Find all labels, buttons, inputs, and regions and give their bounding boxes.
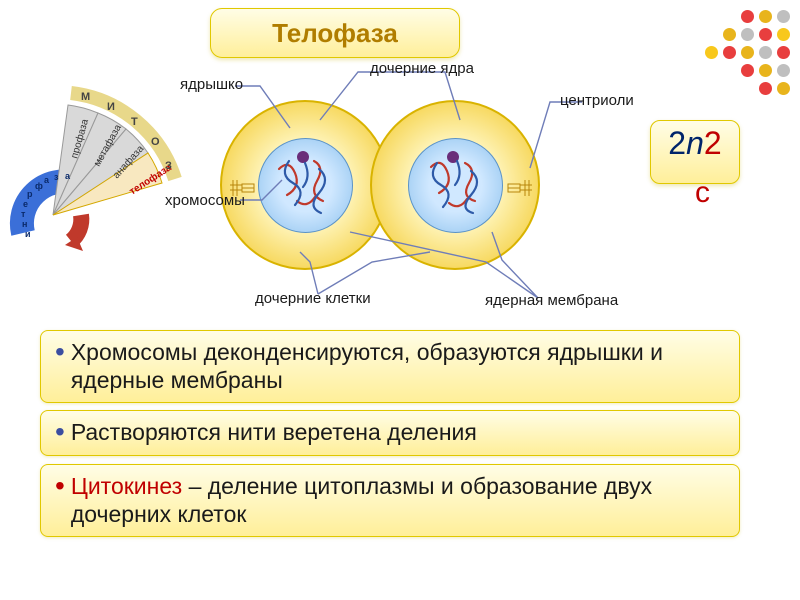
info-row-1: • Хромосомы деконденсируются, образуются… <box>40 330 740 403</box>
info-row-2-text: Растворяются нити веретена деления <box>71 419 477 447</box>
info-row-3: • Цитокинез – деление цитоплазмы и образ… <box>40 464 740 537</box>
label-nucleolus: ядрышко <box>180 76 243 93</box>
bullet-icon: • <box>55 419 65 444</box>
label-daughter-cells: дочерние клетки <box>255 290 371 307</box>
info-row-2: • Растворяются нити веретена деления <box>40 410 740 456</box>
info-row-3-text: Цитокинез – деление цитоплазмы и образов… <box>71 473 725 528</box>
label-chromosomes: хромосомы <box>165 192 245 209</box>
leader-lines <box>0 0 800 330</box>
label-daughter-nuclei: дочерние ядра <box>370 60 474 77</box>
info-row-1-text: Хромосомы деконденсируются, образуются я… <box>71 339 725 394</box>
label-nuclear-membrane: ядерная мембрана <box>485 292 618 309</box>
label-centrioles: центриоли <box>560 92 634 109</box>
bullet-icon: • <box>55 473 65 498</box>
info-row-3-keyword: Цитокинез <box>71 473 182 499</box>
bullet-icon: • <box>55 339 65 364</box>
